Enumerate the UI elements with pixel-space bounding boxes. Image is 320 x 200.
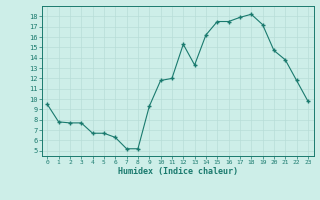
X-axis label: Humidex (Indice chaleur): Humidex (Indice chaleur) (118, 167, 237, 176)
